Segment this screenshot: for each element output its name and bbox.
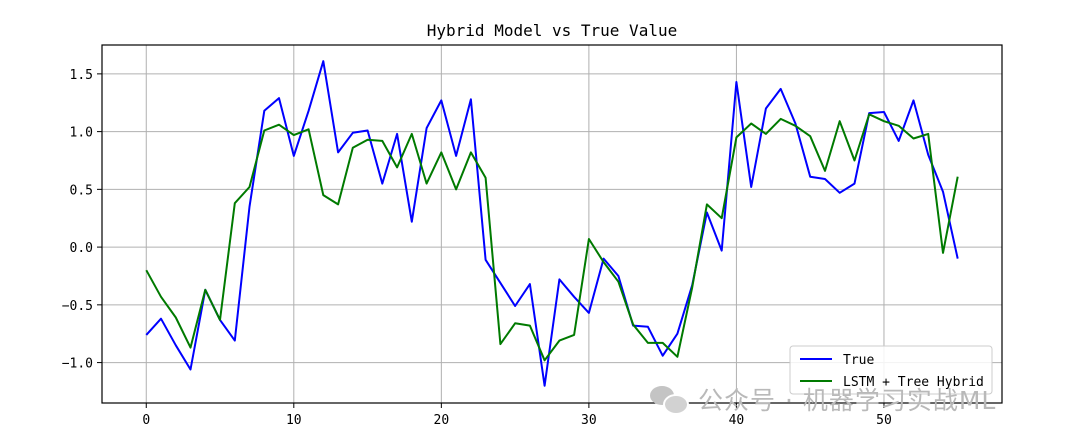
x-tick-label: 0 — [142, 413, 150, 428]
x-tick-label: 50 — [876, 413, 892, 428]
plot-frame — [101, 44, 1003, 404]
series-layer — [145, 60, 959, 387]
y-tick-label: 1.0 — [70, 126, 93, 141]
x-tick-label: 40 — [729, 413, 745, 428]
legend: True LSTM + Tree Hybrid — [789, 345, 993, 395]
x-tick-label: 20 — [434, 413, 450, 428]
grid-lines — [102, 45, 1002, 403]
y-tick-label: 0.0 — [70, 241, 93, 256]
watermark-text: 公众号 · 机器学习实战ML — [698, 386, 997, 415]
y-tick-label: −1.0 — [62, 357, 93, 372]
wechat-icon — [650, 384, 690, 415]
legend-label-hybrid: LSTM + Tree Hybrid — [843, 375, 984, 390]
y-tick-label: 1.5 — [70, 68, 93, 83]
y-tick-label: −0.5 — [62, 299, 93, 314]
y-tick-label: 0.5 — [70, 183, 93, 198]
y-axis: −1.0 −0.5 0.0 0.5 1.0 1.5 — [62, 68, 102, 372]
watermark: 公众号 · 机器学习实战ML — [650, 382, 996, 416]
x-tick-label: 30 — [581, 413, 597, 428]
x-tick-label: 10 — [286, 413, 302, 428]
chart-title: Hybrid Model vs True Value — [427, 21, 677, 40]
legend-label-true: True — [843, 353, 874, 368]
x-axis: 0 10 20 30 40 50 — [142, 403, 892, 428]
series-line-true — [145, 60, 959, 387]
legend-box — [789, 345, 993, 395]
series-line-hybrid — [145, 113, 959, 362]
